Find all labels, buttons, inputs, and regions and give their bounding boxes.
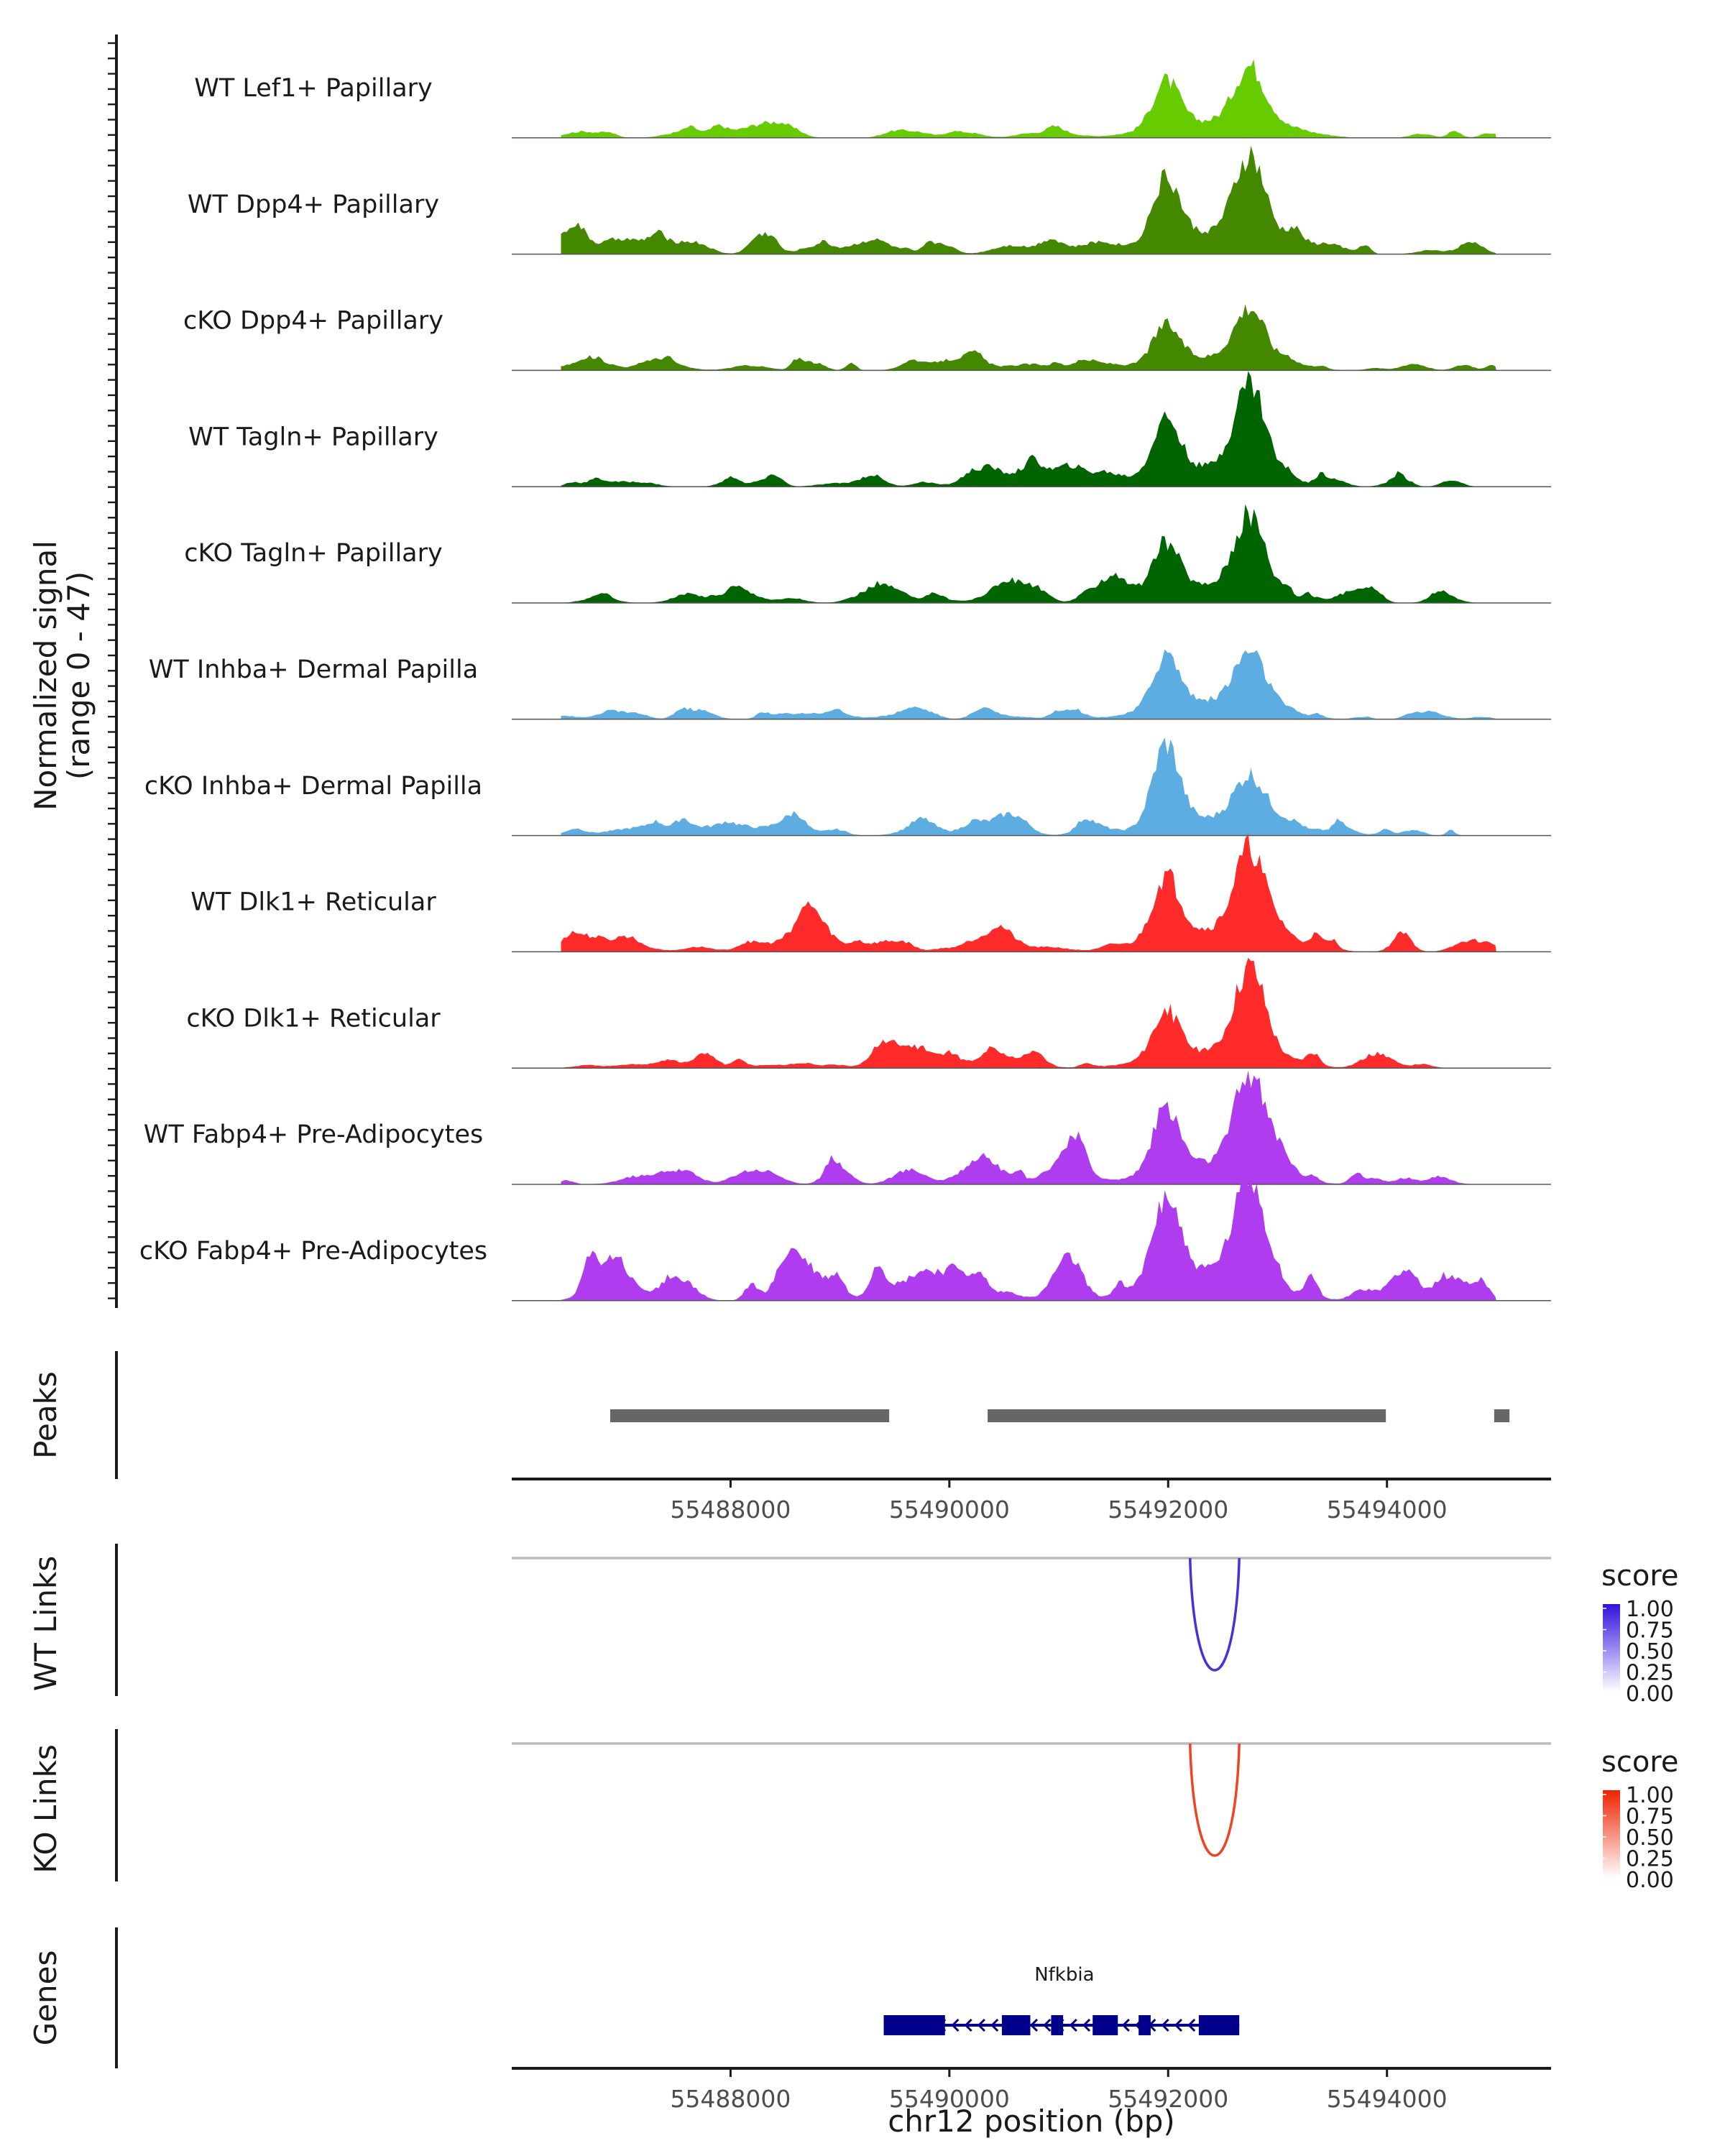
gene-exon-0 <box>883 2015 945 2035</box>
strand-arrow-icon <box>1082 2018 1091 2032</box>
x-tick-label: 55490000 <box>889 2085 1010 2113</box>
gene-exon-2 <box>1051 2015 1064 2035</box>
x-axis-title: chr12 position (bp) <box>888 2104 1175 2139</box>
x-tick-label: 55494000 <box>1327 2085 1448 2113</box>
track-label-5: WT Inhba+ Dermal Papilla <box>149 655 478 684</box>
strand-arrow-icon <box>1174 2018 1182 2032</box>
track-label-8: cKO Dlk1+ Reticular <box>186 1004 441 1033</box>
coverage-area-9 <box>561 1070 1496 1184</box>
coverage-area-4 <box>561 504 1496 603</box>
legend-tick-label: 0.00 <box>1626 1682 1674 1707</box>
track-label-3: WT Tagln+ Papillary <box>188 423 438 451</box>
x-tick-label: 55490000 <box>889 1496 1010 1524</box>
strand-arrow-icon <box>990 2018 999 2032</box>
gene-exon-3 <box>1092 2015 1118 2035</box>
x-tick-label: 55492000 <box>1108 1496 1228 1524</box>
x-tick-label: 55492000 <box>1108 2085 1228 2113</box>
x-tick-label: 55494000 <box>1327 1496 1448 1524</box>
coverage-area-3 <box>561 371 1496 487</box>
legend-tick-label: 0.50 <box>1626 1825 1674 1851</box>
legend-colorbar-1 <box>1603 1790 1620 1878</box>
track-label-0: WT Lef1+ Papillary <box>194 74 433 103</box>
strand-arrow-icon <box>1043 2018 1052 2032</box>
coverage-area-6 <box>561 737 1496 836</box>
x-axis-bottom: 55488000 55490000 55492000 55494000 <box>512 2067 1551 2113</box>
peaks-track <box>115 1351 1510 1479</box>
legend-tick-label: 0.00 <box>1626 1868 1674 1893</box>
link-arc-0 <box>1188 1557 1241 1672</box>
track-label-7: WT Dlk1+ Reticular <box>190 888 436 917</box>
coverage-area-1 <box>561 145 1496 254</box>
x-tick-label: 55488000 <box>670 1496 791 1524</box>
y-axis-range: (range 0 - 47) <box>61 571 96 780</box>
x-tick-label: 55488000 <box>670 2085 791 2113</box>
gene-exon-4 <box>1138 2015 1151 2035</box>
legend-tick-label: 0.25 <box>1626 1847 1674 1872</box>
strand-arrow-icon <box>1069 2018 1077 2032</box>
legend-tick-label: 0.75 <box>1626 1805 1674 1830</box>
track-label-10: cKO Fabp4+ Pre-Adipocytes <box>139 1237 487 1266</box>
coverage-area-7 <box>561 833 1496 952</box>
peak-region-1 <box>988 1409 1386 1422</box>
track-label-9: WT Fabp4+ Pre-Adipocytes <box>144 1120 483 1149</box>
track-label-2: cKO Dpp4+ Papillary <box>183 307 443 336</box>
coverage-area-8 <box>561 957 1496 1069</box>
wt-legend-title: score <box>1601 1560 1678 1593</box>
coverage-area-5 <box>561 649 1496 719</box>
coverage-tracks: WT Lef1+ Papillary WT Dpp4+ Papillary cKO … <box>108 34 1551 1308</box>
strand-arrow-icon <box>964 2018 972 2032</box>
strand-arrow-icon <box>977 2018 986 2032</box>
coverage-area-0 <box>561 59 1496 138</box>
x-axis-peaks: 55488000 55490000 55492000 55494000 <box>512 1478 1551 1524</box>
legend-tick-label: 1.00 <box>1626 1783 1674 1808</box>
strand-arrow-icon <box>1121 2018 1130 2032</box>
coverage-area-10 <box>561 1170 1496 1301</box>
peaks-track-label: Peaks <box>28 1371 63 1459</box>
strand-arrow-icon <box>951 2018 960 2032</box>
gene-name-label: Nfkbia <box>1034 1964 1094 1986</box>
genes-track <box>115 1927 1240 2068</box>
gene-exon-1 <box>1001 2015 1031 2035</box>
track-label-1: WT Dpp4+ Papillary <box>188 190 439 219</box>
legend-tick-label: 0.50 <box>1626 1639 1674 1664</box>
strand-arrow-icon <box>1161 2018 1169 2032</box>
wt-links-label: WT Links <box>28 1556 63 1691</box>
links-tracks: 1.000.750.500.250.001.000.750.500.250.00 <box>115 1544 1674 1893</box>
track-label-6: cKO Inhba+ Dermal Papilla <box>144 772 482 801</box>
peak-region-0 <box>610 1409 890 1422</box>
track-label-4: cKO Tagln+ Papillary <box>184 539 443 568</box>
ko-links-label: KO Links <box>28 1744 63 1874</box>
coverage-area-2 <box>561 304 1496 371</box>
strand-arrow-icon <box>1029 2018 1039 2032</box>
gene-exon-5 <box>1198 2015 1240 2035</box>
genes-track-label: Genes <box>28 1950 63 2046</box>
ko-legend-title: score <box>1601 1746 1678 1779</box>
legend-tick-label: 1.00 <box>1626 1597 1674 1622</box>
y-axis-title: Normalized signal <box>28 540 63 811</box>
legend-tick-label: 0.25 <box>1626 1661 1674 1686</box>
strand-arrow-icon <box>1187 2018 1196 2032</box>
link-arc-1 <box>1188 1743 1241 1857</box>
legend-tick-label: 0.75 <box>1626 1618 1674 1644</box>
legend-colorbar-0 <box>1603 1604 1620 1692</box>
peak-region-2 <box>1494 1409 1510 1422</box>
